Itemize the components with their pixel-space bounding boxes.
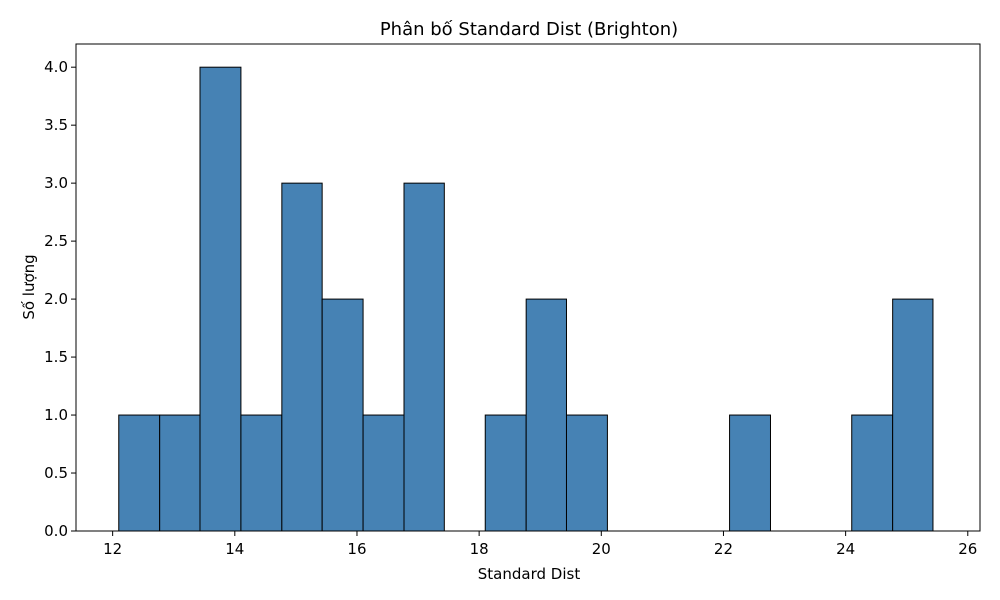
chart-title: Phân bố Standard Dist (Brighton) — [380, 19, 678, 40]
x-tick-label: 12 — [103, 540, 122, 558]
x-tick-label: 26 — [958, 540, 977, 558]
histogram-bar-2 — [199, 66, 242, 532]
histogram-bar-11 — [565, 414, 608, 532]
y-tick-label: 1.0 — [44, 406, 68, 424]
histogram-bar-3 — [240, 414, 283, 532]
y-tick-label: 0.0 — [44, 522, 68, 540]
y-axis: 0.0 0.5 1.0 1.5 2.0 2.5 3.0 3.5 4.0 — [44, 58, 76, 540]
x-axis: 12 14 16 18 20 22 24 26 — [103, 531, 977, 558]
x-tick-label: 22 — [714, 540, 733, 558]
y-tick-label: 0.5 — [44, 464, 68, 482]
x-axis-label: Standard Dist — [478, 565, 581, 583]
y-tick-label: 2.5 — [44, 232, 68, 250]
y-tick-label: 1.5 — [44, 348, 68, 366]
x-tick-label: 14 — [225, 540, 244, 558]
y-tick-label: 2.0 — [44, 290, 68, 308]
histogram-bar-5 — [321, 298, 364, 532]
x-tick-label: 20 — [592, 540, 611, 558]
histogram-bar-1 — [159, 414, 201, 532]
x-tick-label: 16 — [347, 540, 366, 558]
y-tick-label: 3.5 — [44, 116, 68, 134]
y-tick-label: 3.0 — [44, 174, 68, 192]
histogram-bar-10 — [525, 298, 567, 532]
histogram-bar-0 — [118, 414, 161, 532]
histogram-bar-9 — [484, 414, 527, 532]
histogram-bar-18 — [851, 414, 894, 532]
x-tick-label: 24 — [836, 540, 855, 558]
histogram-bar-6 — [362, 414, 405, 532]
histogram-bar-15 — [729, 414, 771, 532]
y-axis-label: Số lượng — [20, 254, 38, 319]
bars-group — [118, 66, 934, 532]
y-tick-label: 4.0 — [44, 58, 68, 76]
histogram-bar-7 — [403, 182, 445, 532]
histogram-bar-4 — [281, 182, 323, 532]
plot-frame — [75, 43, 981, 532]
x-tick-label: 18 — [470, 540, 489, 558]
histogram-bar-19 — [892, 298, 934, 532]
